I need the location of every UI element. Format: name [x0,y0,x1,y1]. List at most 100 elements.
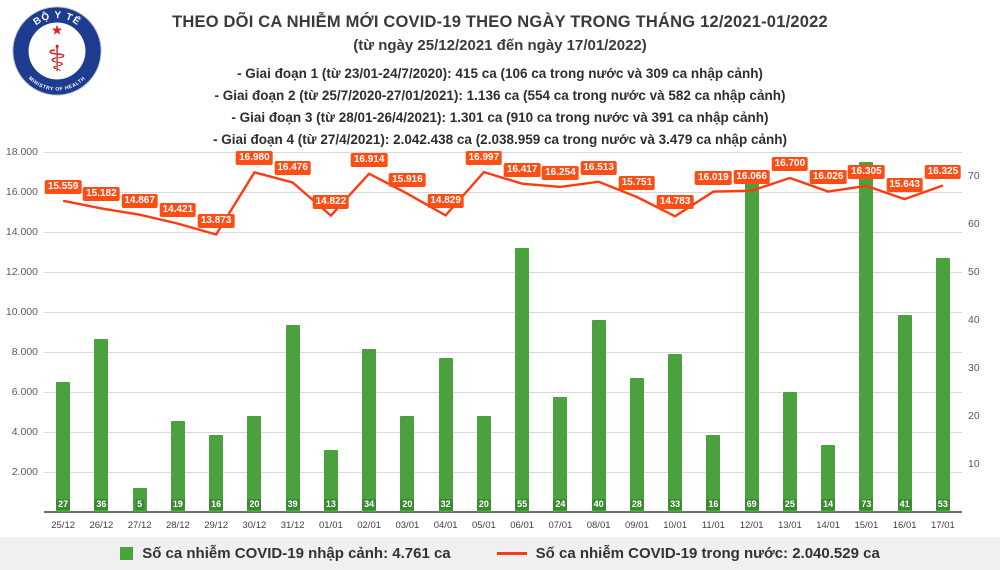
line-point-label: 14.783 [656,195,694,210]
line-point-label: 15.559 [44,179,82,194]
bar-value-label: 33 [668,499,683,510]
x-axis-tick-label: 01/01 [318,520,343,531]
line-point-label: 16.914 [350,152,388,167]
line-point-label: 16.026 [809,170,847,185]
x-axis-tick-label: 11/01 [701,520,725,531]
gridline [44,232,962,233]
imported-cases-bar: 5 [132,488,147,512]
x-axis-tick-label: 07/01 [548,520,573,531]
line-point-label: 16.254 [542,165,579,180]
line-point-label: 14.822 [312,194,350,209]
legend-domestic-label: Số ca nhiễm COVID-19 trong nước: 2.040.5… [535,545,880,562]
left-axis-tick-label: 16.000 [5,186,38,198]
phase-1-line: - Giai đoạn 1 (từ 23/01-24/7/2020): 415 … [237,66,763,81]
chart-legend: Số ca nhiễm COVID-19 nhập cảnh: 4.761 ca… [0,537,1000,570]
x-axis-tick-label: 03/01 [395,520,420,531]
left-axis-tick-label: 6.000 [11,386,38,398]
x-axis-tick-label: 10/01 [663,520,688,531]
bar-value-label: 25 [782,499,797,510]
bar-value-label: 5 [135,499,145,510]
plot-area: 27 36 5 19 16 20 39 13 34 20 32 20 55 24 40 28 33 16 69 25 1… [44,151,962,513]
gridline [44,432,962,433]
x-axis-tick-label: 29/12 [204,520,229,531]
imported-cases-bar: 36 [94,339,109,512]
x-axis-tick-label: 16/01 [892,520,917,531]
imported-cases-bar: 53 [935,257,950,512]
bar-value-label: 36 [94,499,109,510]
legend-item-imported: Số ca nhiễm COVID-19 nhập cảnh: 4.761 ca [120,545,451,562]
line-point-label: 16.417 [503,162,541,177]
left-axis-tick-label: 14.000 [5,226,38,238]
bar-value-label: 19 [170,499,185,510]
x-axis-tick-label: 25/12 [51,520,76,531]
right-axis-tick-label: 50 [968,266,980,278]
bar-value-label: 55 [515,499,530,510]
x-axis-tick-label: 09/01 [624,520,649,531]
x-axis-tick-label: 04/01 [433,520,458,531]
x-axis-tick-label: 08/01 [586,520,611,531]
logo-star-icon [51,24,63,35]
gridline [44,352,962,353]
line-point-label: 16.980 [236,151,273,166]
left-axis-tick-label: 4.000 [11,426,38,438]
gridline [44,272,962,273]
bar-value-label: 20 [400,499,415,510]
line-point-label: 16.513 [580,160,617,175]
imported-cases-bar: 16 [209,435,224,512]
logo-blue-ring [13,7,101,95]
chart-area: 27 36 5 19 16 20 39 13 34 20 32 20 55 24 40 28 33 16 69 25 1… [0,146,1000,562]
bar-value-label: 27 [56,499,71,510]
gridline [44,472,962,473]
logo-top-text: BỘ Y TẾ [32,10,82,28]
line-point-label: 15.643 [886,178,923,193]
imported-cases-bar: 69 [744,180,759,512]
imported-cases-bar: 16 [706,435,721,512]
bar-value-label: 16 [706,499,721,510]
bar-value-label: 73 [859,499,874,510]
page-title: THEO DÕI CA NHIỄM MỚI COVID-19 THEO NGÀY… [172,13,828,31]
line-point-label: 15.182 [83,187,120,202]
right-axis-tick-label: 40 [968,314,980,326]
ministry-of-health-logo: BỘ Y TẾ MINISTRY OF HEALTH ⚕ [12,6,102,96]
line-point-label: 14.421 [159,202,197,217]
bar-value-label: 13 [323,499,338,510]
bar-value-label: 16 [209,499,224,510]
left-axis-tick-label: 12.000 [5,266,38,278]
gridline [44,152,962,153]
bar-value-label: 32 [438,499,453,510]
imported-cases-bar: 73 [859,161,874,512]
logo-inner-circle [28,22,86,80]
x-axis-tick-label: 28/12 [165,520,190,531]
imported-cases-bar: 20 [476,416,491,512]
left-axis-tick-label: 8.000 [11,346,38,358]
line-point-label: 16.700 [771,157,809,171]
left-axis-tick-label: 18.000 [5,146,38,158]
x-axis-tick-label: 05/01 [471,520,496,531]
right-axis-tick-label: 10 [968,458,980,470]
right-axis-tick-label: 30 [968,362,980,374]
bar-value-label: 20 [476,499,491,510]
right-axis-tick-label: 20 [968,410,980,422]
x-axis-tick-label: 26/12 [89,520,114,531]
imported-cases-bar: 33 [668,353,683,512]
x-axis-tick-label: 12/01 [739,520,764,531]
right-axis-tick-label: 70 [968,170,980,182]
bar-value-label: 40 [591,499,606,510]
imported-cases-bar: 34 [362,348,377,512]
legend-item-domestic: Số ca nhiễm COVID-19 trong nước: 2.040.5… [496,545,880,562]
imported-cases-bar: 28 [629,377,644,512]
line-point-label: 14.867 [121,193,158,208]
x-axis-tick-label: 17/01 [930,520,955,531]
bar-value-label: 28 [629,499,644,510]
x-axis-tick-label: 30/12 [242,520,267,531]
imported-cases-bar: 41 [897,315,912,512]
page-subtitle: (từ ngày 25/12/2021 đến ngày 17/01/2022) [353,37,647,54]
line-point-label: 15.916 [389,172,426,187]
x-axis-tick-label: 15/01 [854,520,879,531]
line-point-label: 14.829 [427,194,464,209]
line-point-label: 15.751 [618,175,656,190]
left-axis-tick-label: 2.000 [11,466,38,478]
line-point-label: 16.066 [733,169,770,184]
svg-text:BỘ Y TẾ: BỘ Y TẾ [32,10,83,28]
phase-3-line: - Giai đoạn 3 (từ 28/01-26/4/2021): 1.30… [231,110,769,125]
